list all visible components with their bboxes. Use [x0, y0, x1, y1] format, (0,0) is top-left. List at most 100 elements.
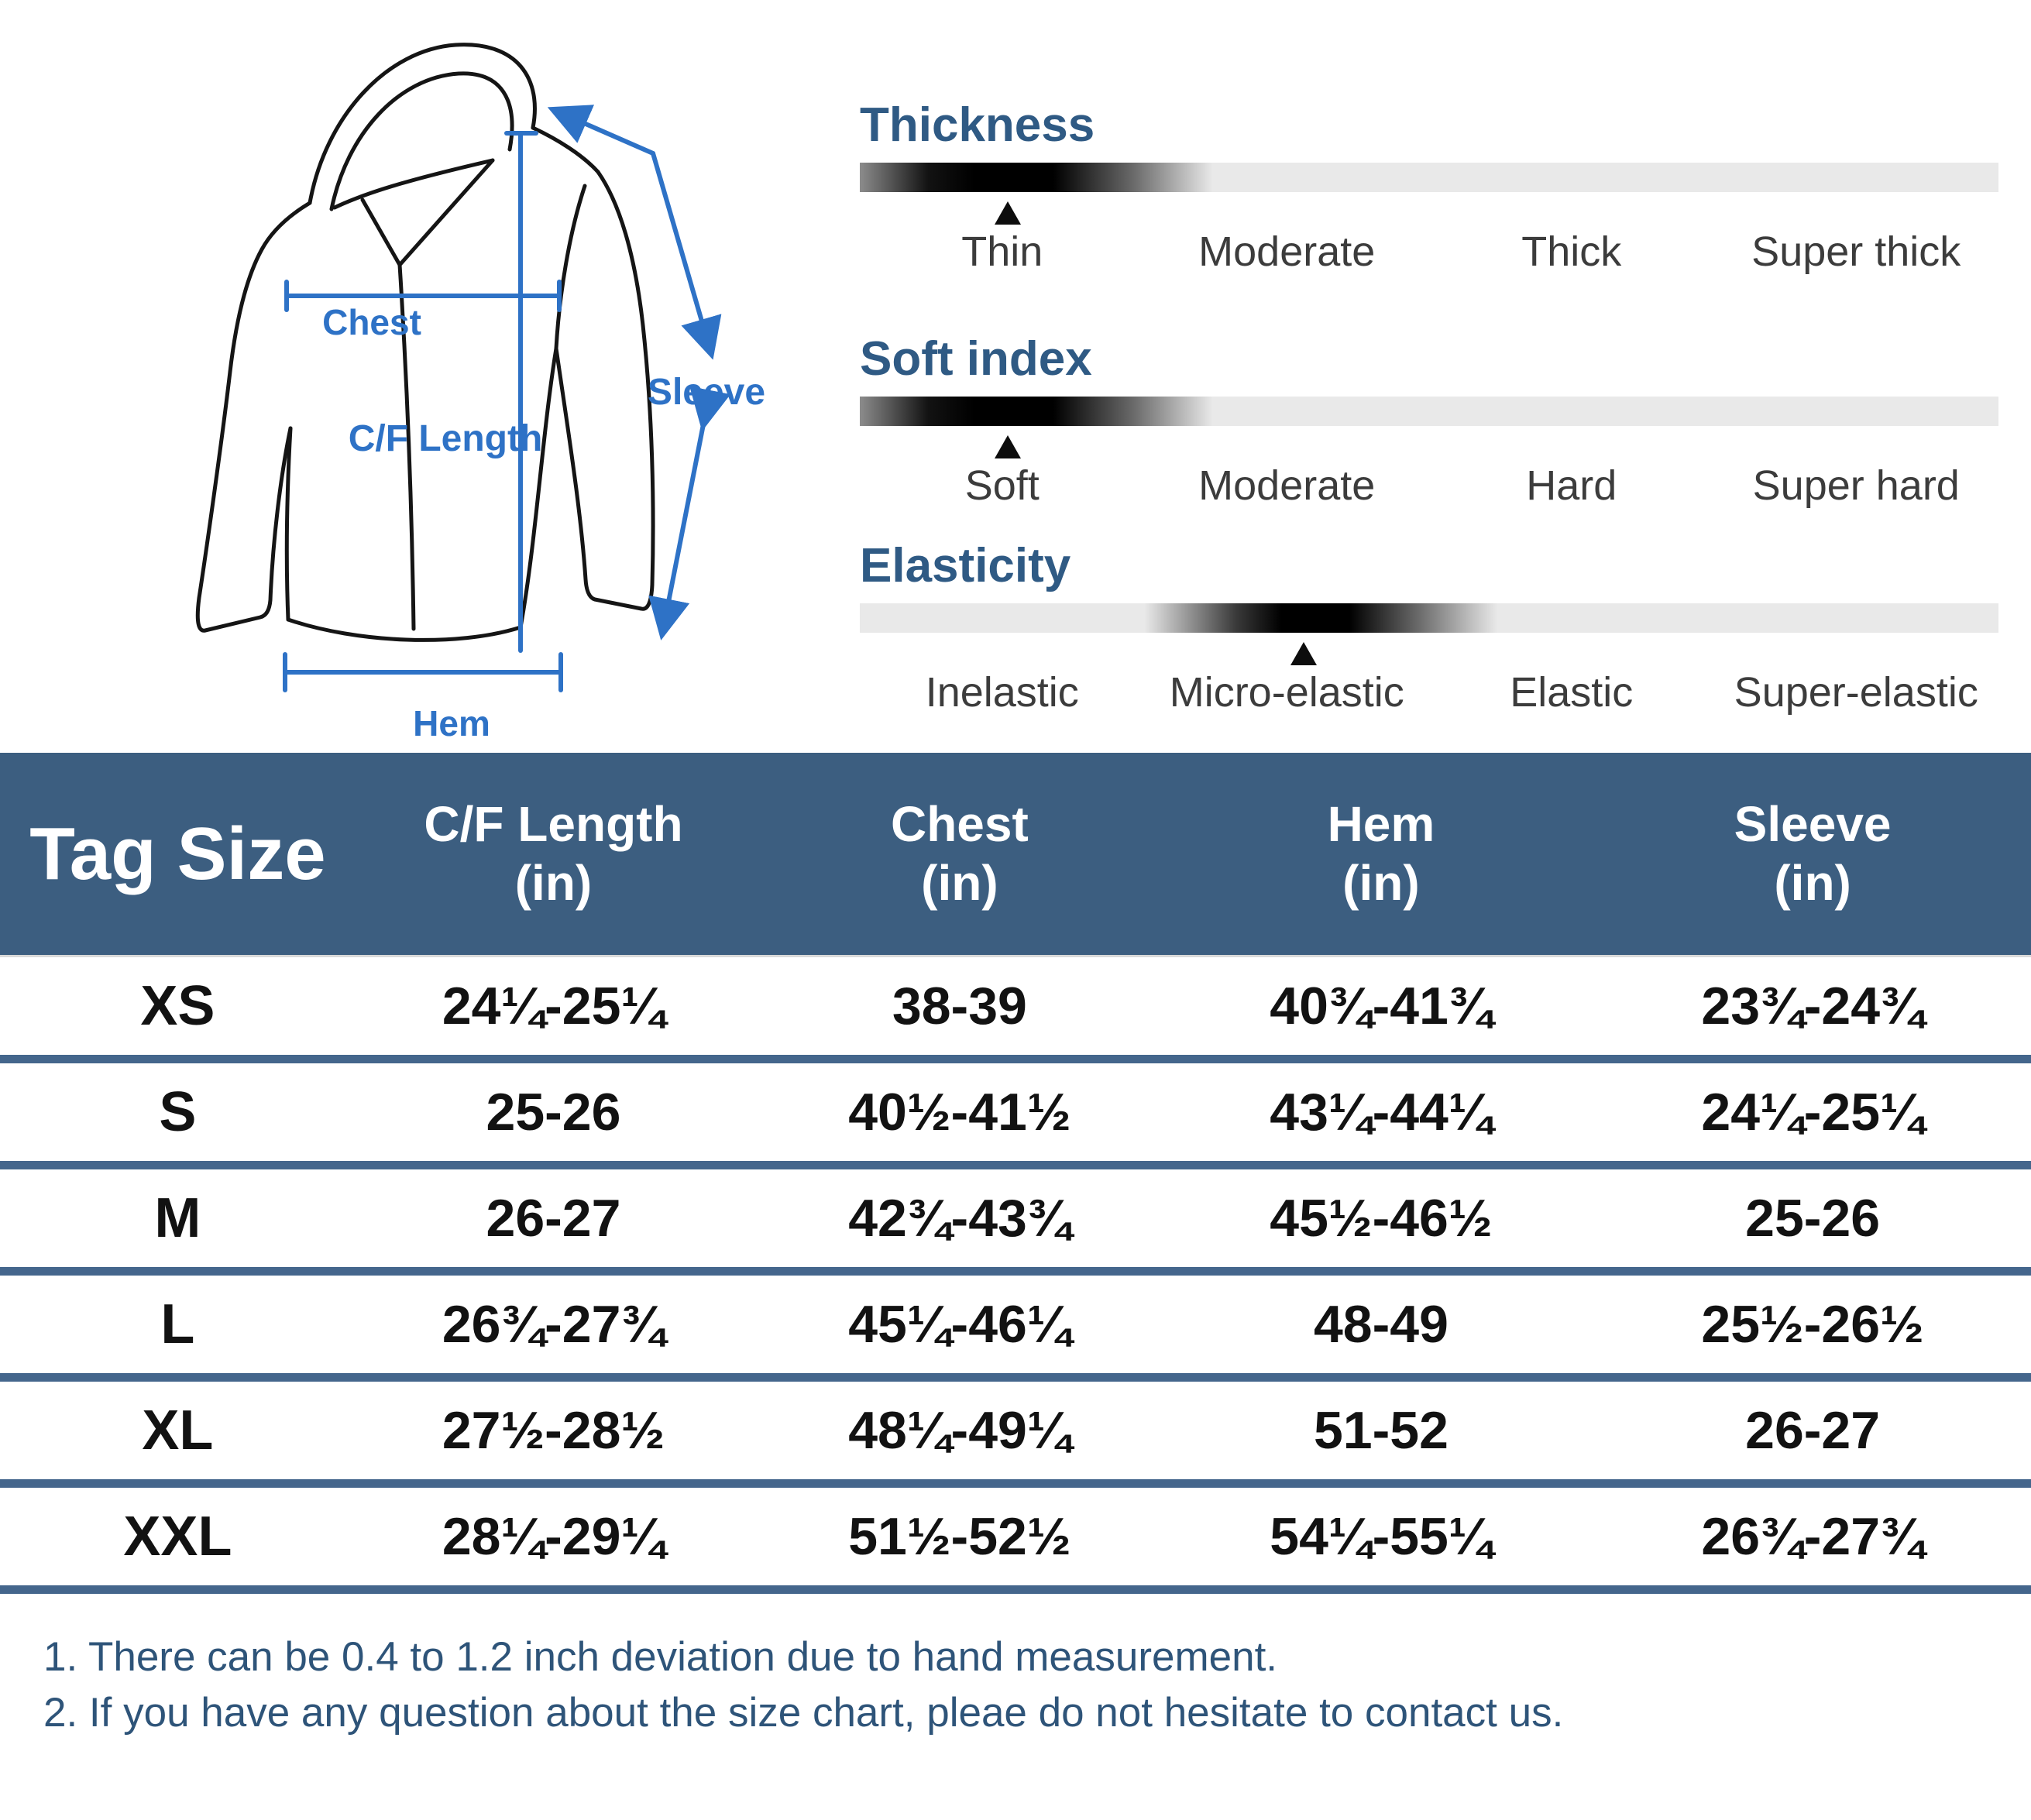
scale-title: Elasticity: [860, 539, 1071, 593]
header-col-unit: (in): [1774, 854, 1851, 911]
chest-label: Chest: [322, 302, 421, 342]
cf-length-label: C/F Length: [349, 418, 543, 459]
cell-cf-length: 24¼-25¼: [442, 977, 665, 1035]
header-col-title: Sleeve: [1734, 795, 1892, 852]
footnotes: 1. There can be 0.4 to 1.2 inch deviatio…: [43, 1629, 2031, 1741]
cell-size: XS: [140, 975, 215, 1037]
top-section: Chest C/F Length Sleeve Hem Thickness Th…: [0, 0, 2031, 753]
scale-label: Thick: [1521, 228, 1622, 276]
cell-cf-length: 25-26: [486, 1083, 621, 1142]
marker-triangle-icon: [1290, 642, 1318, 666]
scale-thickness: Thickness Thin Moderate Thick Super thic…: [860, 98, 1998, 276]
scale-label: Micro-elastic: [1169, 669, 1404, 716]
cell-hem: 54¼-55¼: [1270, 1507, 1493, 1566]
scale-title: Soft index: [860, 331, 1092, 386]
scale-label: Inelastic: [925, 669, 1079, 716]
cell-chest: 51½-52½: [848, 1507, 1071, 1566]
cell-cf-length: 27½-28½: [442, 1401, 665, 1460]
scale-label: Moderate: [1198, 462, 1376, 509]
cell-sleeve: 25½-26½: [1701, 1295, 1924, 1354]
cell-chest: 40½-41½: [848, 1083, 1071, 1142]
cell-sleeve: 23¾-24¾: [1701, 977, 1924, 1035]
table-row-xxl: XXL 28¼-29¼ 51½-52½ 54¼-55¼ 26¾-27¾: [0, 1488, 2031, 1585]
scale-label: Soft: [964, 462, 1040, 509]
sleeve-arrow-top: [547, 105, 655, 156]
scale-label: Super-elastic: [1734, 669, 1978, 716]
header-col-title: Hem: [1327, 795, 1435, 852]
cell-size: M: [154, 1187, 201, 1249]
soft-index-marker-row: [860, 426, 1998, 463]
sleeve-label: Sleeve: [648, 372, 765, 413]
scale-title: Thickness: [860, 98, 1095, 152]
row-separator: [0, 1585, 2031, 1594]
row-separator: [0, 1267, 2031, 1276]
scale-soft-index: Soft index Soft Moderate Hard Super hard: [860, 331, 1998, 510]
cell-sleeve: 25-26: [1745, 1189, 1881, 1248]
scale-label: Thin: [961, 228, 1043, 276]
scale-label: Hard: [1526, 462, 1617, 509]
cell-chest: 45¼-46¼: [848, 1295, 1071, 1354]
note-1: 1. There can be 0.4 to 1.2 inch deviatio…: [43, 1634, 1278, 1680]
cell-chest: 42¾-43¾: [848, 1189, 1071, 1248]
table-row-s: S 25-26 40½-41½ 43¼-44¼ 24¼-25¼: [0, 1063, 2031, 1161]
row-separator: [0, 1055, 2031, 1063]
table-row-xl: XL 27½-28½ 48¼-49¼ 51-52 26-27: [0, 1382, 2031, 1479]
scale-elasticity: Elasticity Inelastic Micro-elastic Elast…: [860, 539, 1998, 716]
header-col-unit: (in): [1342, 854, 1420, 911]
cell-size: XXL: [123, 1506, 232, 1568]
cell-hem: 48-49: [1313, 1295, 1449, 1354]
jacket-outline: [195, 43, 655, 642]
header-col-unit: (in): [514, 854, 593, 911]
jacket-drawing: Chest C/F Length Sleeve Hem: [195, 43, 765, 743]
marker-triangle-icon: [995, 434, 1022, 458]
cell-sleeve: 24¼-25¼: [1701, 1083, 1924, 1142]
cell-hem: 43¼-44¼: [1270, 1083, 1493, 1142]
header-col-title: C/F Length: [424, 795, 683, 852]
sleeve-arrow-bottom: [648, 386, 731, 640]
table-row-m: M 26-27 42¾-43¾ 45½-46½ 25-26: [0, 1169, 2031, 1267]
scale-label: Elastic: [1510, 669, 1634, 716]
cell-cf-length: 26-27: [486, 1189, 621, 1248]
cell-cf-length: 26¾-27¾: [442, 1295, 665, 1354]
cell-sleeve: 26-27: [1745, 1401, 1881, 1460]
table-row-xs: XS 24¼-25¼ 38-39 40¾-41¾ 23¾-24¾: [0, 957, 2031, 1055]
cell-hem: 45½-46½: [1270, 1189, 1493, 1248]
scale-label: Super thick: [1751, 228, 1961, 276]
row-separator: [0, 1479, 2031, 1488]
elasticity-labels: Inelastic Micro-elastic Elastic Super-el…: [860, 669, 1998, 716]
scale-label: Super hard: [1752, 462, 1960, 509]
header-col-title: Chest: [890, 795, 1029, 852]
size-table-header: Tag Size C/F Length (in) Chest (in) Hem …: [0, 753, 2031, 957]
thickness-labels: Thin Moderate Thick Super thick: [860, 228, 1998, 276]
cell-sleeve: 26¾-27¾: [1701, 1507, 1924, 1566]
measurement-lines: [283, 105, 731, 692]
elasticity-gradient-bar: [860, 603, 1998, 634]
cell-size: L: [160, 1293, 195, 1355]
table-row-l: L 26¾-27¾ 45¼-46¼ 48-49 25½-26½: [0, 1276, 2031, 1373]
cell-cf-length: 28¼-29¼: [442, 1507, 665, 1566]
header-chest: Chest (in): [751, 795, 1168, 912]
cell-hem: 51-52: [1313, 1401, 1449, 1460]
row-separator: [0, 1161, 2031, 1169]
cell-hem: 40¾-41¾: [1270, 977, 1493, 1035]
header-tag-size: Tag Size: [29, 812, 326, 895]
cell-chest: 48¼-49¼: [848, 1401, 1071, 1460]
cell-size: S: [159, 1081, 197, 1143]
marker-triangle-icon: [995, 201, 1022, 225]
diagram-labels: Chest C/F Length Sleeve Hem: [322, 302, 765, 743]
header-sleeve: Sleeve (in): [1594, 795, 2031, 912]
header-cf-length: C/F Length (in): [356, 795, 751, 912]
elasticity-marker-row: [860, 633, 1998, 670]
scale-label: Moderate: [1198, 228, 1376, 276]
row-separator: [0, 1373, 2031, 1382]
cell-chest: 38-39: [892, 977, 1027, 1035]
note-2: 2. If you have any question about the si…: [43, 1690, 1564, 1736]
thickness-gradient-bar: [860, 163, 1998, 193]
hem-label: Hem: [413, 703, 490, 743]
soft-index-gradient-bar: [860, 396, 1998, 426]
header-hem: Hem (in): [1168, 795, 1595, 912]
fabric-scales: Thickness Thin Moderate Thick Super thic…: [837, 0, 2031, 753]
thickness-marker-row: [860, 192, 1998, 229]
jacket-measurement-diagram: Chest C/F Length Sleeve Hem: [0, 0, 837, 753]
